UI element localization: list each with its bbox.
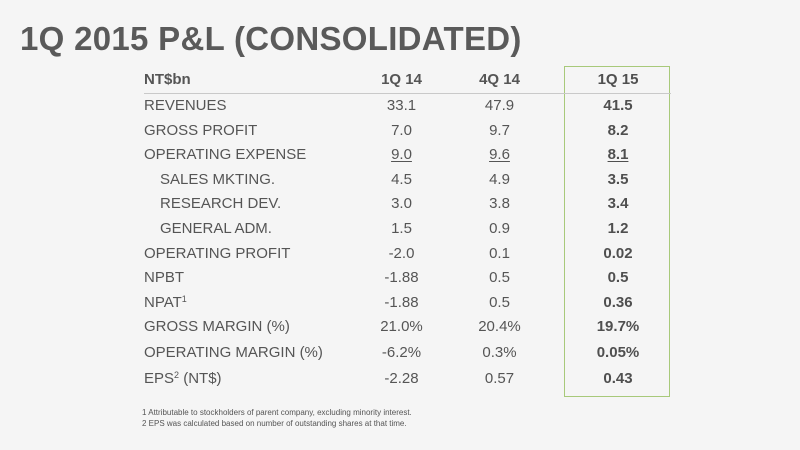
- table-row: OPERATING MARGIN (%) -6.2% 0.3% 0.05%: [144, 340, 671, 367]
- value-4q14: 0.9: [489, 219, 510, 237]
- header-1q15: 1Q 15: [597, 71, 639, 88]
- value-4q14: 0.5: [489, 269, 510, 287]
- row-label: GROSS MARGIN (%): [144, 318, 290, 336]
- value-4q14: 47.9: [484, 97, 515, 114]
- table-row: NPAT1 -1.88 0.5 0.36: [144, 291, 671, 316]
- value-1q14: 4.5: [391, 170, 412, 188]
- value-1q14: -1.88: [384, 293, 419, 311]
- value-4q14: 0.5: [489, 293, 510, 311]
- table-row: NPBT -1.88 0.5 0.5: [144, 266, 671, 291]
- row-label-suffix: (NT$): [179, 370, 222, 388]
- row-label-text: EPS: [144, 370, 175, 388]
- value-1q14: -2.28: [384, 370, 419, 388]
- page-title: 1Q 2015 P&L (CONSOLIDATED): [20, 20, 522, 57]
- value-4q14: 0.3%: [482, 343, 517, 361]
- value-1q15: 0.43: [603, 370, 633, 388]
- row-label-text: NPAT: [144, 293, 182, 311]
- row-label: SALES MKTING.: [160, 170, 276, 188]
- value-1q15: 0.05%: [596, 343, 640, 361]
- table-row: EPS2 (NT$) -2.28 0.57 0.43: [144, 366, 671, 393]
- row-label: GENERAL ADM.: [160, 219, 272, 237]
- value-1q14: 33.1: [386, 97, 417, 114]
- value-1q15: 3.4: [607, 195, 629, 213]
- row-label: OPERATING EXPENSE: [144, 146, 307, 164]
- value-1q14: -2.0: [388, 244, 415, 262]
- row-label: OPERATING PROFIT: [144, 244, 291, 262]
- row-label: NPBT: [144, 269, 185, 287]
- value-1q15: 41.5: [603, 97, 633, 114]
- value-1q15: 3.5: [607, 170, 629, 188]
- value-4q14: 20.4%: [478, 318, 521, 336]
- value-1q15-text: 8.1: [607, 146, 629, 164]
- current-quarter-highlight: [564, 66, 670, 397]
- header-4q14: 4Q 14: [479, 71, 520, 88]
- value-4q14: 0.57: [484, 370, 515, 388]
- value-1q15: 8.1: [565, 143, 671, 168]
- value-4q14: 9.6: [489, 146, 510, 164]
- value-1q14: -1.88: [384, 269, 419, 287]
- value-1q14: 3.0: [391, 195, 412, 213]
- row-label: RESEARCH DEV.: [160, 195, 282, 213]
- footnote-1: 1 Attributable to stockholders of parent…: [142, 408, 412, 417]
- value-4q14: 4.9: [489, 170, 510, 188]
- value-1q15: 0.36: [603, 293, 633, 311]
- footnote-ref: 2: [174, 370, 180, 381]
- row-label: EPS2 (NT$): [144, 366, 222, 393]
- footnote-ref: 1: [181, 293, 187, 304]
- table-row: GROSS PROFIT 7.0 9.7 8.2: [144, 119, 671, 144]
- table-row: GROSS MARGIN (%) 21.0% 20.4% 19.7%: [144, 315, 671, 340]
- value-1q14: 1.5: [391, 219, 412, 237]
- value-1q15: 19.7%: [596, 318, 640, 336]
- value-1q14: 9.0: [391, 146, 412, 164]
- footnote-2: 2 EPS was calculated based on number of …: [142, 419, 407, 428]
- table-row: REVENUES 33.1 47.9 41.5: [144, 94, 671, 119]
- table-row: RESEARCH DEV. 3.0 3.8 3.4: [144, 192, 671, 217]
- row-label: NPAT1: [144, 291, 187, 316]
- row-label: REVENUES: [144, 97, 227, 114]
- value-4q14: 9.7: [489, 121, 510, 139]
- value-1q15: 0.02: [603, 244, 633, 262]
- value-1q15: 0.5: [607, 269, 629, 287]
- value-1q15: 8.2: [607, 121, 629, 139]
- table-row: OPERATING PROFIT -2.0 0.1 0.02: [144, 242, 671, 267]
- row-label: GROSS PROFIT: [144, 121, 258, 139]
- value-1q15: 1.2: [607, 219, 629, 237]
- value-1q14: 21.0%: [380, 318, 423, 336]
- value-4q14: 3.8: [489, 195, 510, 213]
- row-label: OPERATING MARGIN (%): [144, 343, 323, 361]
- table-header: NT$bn 1Q 14 4Q 14 1Q 15: [144, 67, 671, 94]
- table-row: GENERAL ADM. 1.5 0.9 1.2: [144, 217, 671, 242]
- header-1q14: 1Q 14: [381, 71, 422, 88]
- value-1q14: -6.2%: [381, 343, 422, 361]
- table-row: SALES MKTING. 4.5 4.9 3.5: [144, 168, 671, 193]
- value-4q14: 0.1: [489, 244, 510, 262]
- header-unit: NT$bn: [144, 71, 191, 88]
- value-1q14: 7.0: [391, 121, 412, 139]
- table-row: OPERATING EXPENSE 9.0 9.6 8.1: [144, 143, 671, 168]
- pl-table: NT$bn 1Q 14 4Q 14 1Q 15 REVENUES 33.1 47…: [144, 67, 671, 393]
- footnotes: 1 Attributable to stockholders of parent…: [142, 407, 412, 429]
